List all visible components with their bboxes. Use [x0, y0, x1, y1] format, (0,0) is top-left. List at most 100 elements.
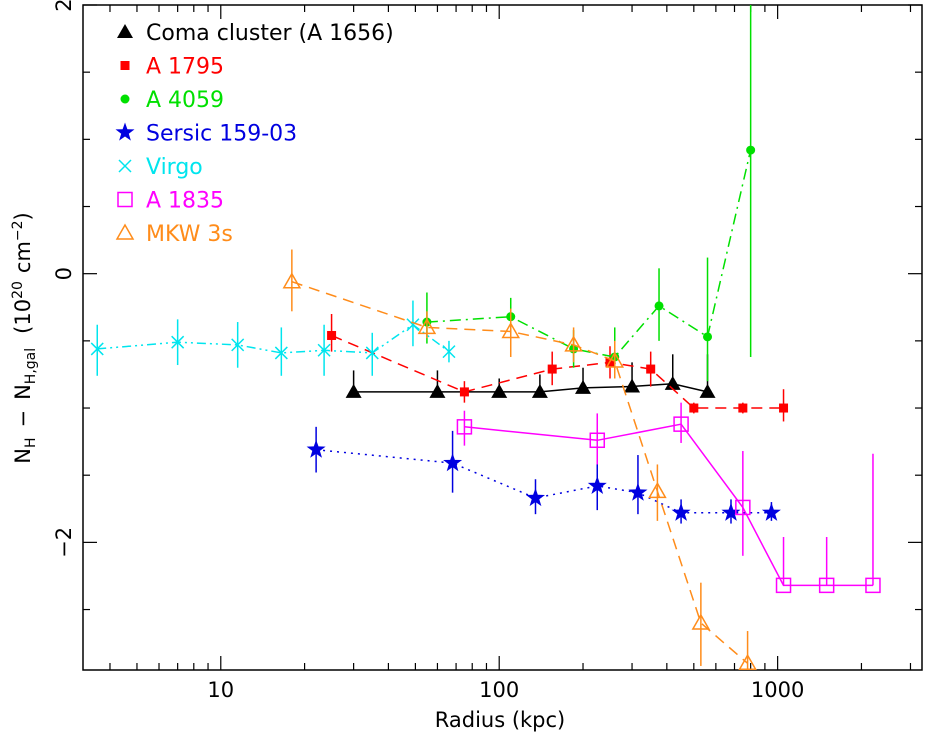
data-point-virgo [317, 343, 331, 357]
y-label-n2-sub: H,gal [23, 348, 39, 384]
data-point-virgo [406, 318, 420, 332]
data-point-a-1835 [456, 419, 473, 435]
axes-layer: 10 100 1000 −2 0 2 [52, 0, 923, 702]
x-axis-label: Radius (kpc) [435, 708, 566, 732]
data-point-virgo [231, 338, 245, 352]
data-point-sersic-159-03 [587, 475, 607, 494]
y-axis-label: NH−NH,gal(1020cm−2) [10, 212, 39, 464]
data-point-a-4059 [746, 145, 756, 155]
data-point-virgo [90, 342, 104, 356]
data-point-sersic-159-03 [671, 502, 691, 521]
legend-marker-coma-cluster-a-1656 [117, 24, 133, 38]
legend-label-a-4059: A 4059 [146, 88, 224, 113]
legend-marker-a-4059 [120, 94, 130, 104]
y-tick-label: 2 [52, 0, 76, 12]
data-point-coma-cluster-a-1656 [575, 379, 592, 394]
y-label-exp1: 20 [10, 281, 26, 299]
data-point-coma-cluster-a-1656 [624, 378, 641, 393]
data-point-coma-cluster-a-1656 [491, 383, 508, 398]
y-label-minus: − [11, 410, 35, 428]
data-point-sersic-159-03 [306, 439, 326, 458]
data-point-virgo [442, 345, 456, 359]
data-point-sersic-159-03 [761, 502, 781, 521]
series-line-a-1795 [331, 334, 784, 409]
data-point-a-1835 [735, 499, 751, 516]
x-tick-label: 10 [207, 678, 234, 702]
legend-marker-virgo [118, 159, 132, 173]
data-point-a-1835 [589, 432, 606, 449]
data-point-a-1795 [459, 387, 469, 397]
data-point-mkw-3s [564, 335, 583, 352]
series-virgo [90, 300, 456, 376]
legend-marker-a-1835 [117, 191, 133, 208]
series-a-1835 [456, 402, 881, 594]
data-point-a-4059 [703, 332, 713, 342]
series-a-1795 [327, 313, 789, 422]
series-line-coma-cluster-a-1656 [353, 383, 708, 393]
data-point-coma-cluster-a-1656 [429, 383, 446, 398]
data-point-a-1835 [865, 577, 881, 594]
series-sersic-159-03 [306, 426, 781, 524]
y-label-n2: N [11, 384, 35, 400]
data-point-a-1795 [689, 403, 699, 413]
legend-marker-mkw-3s [115, 223, 135, 240]
data-point-virgo [171, 335, 185, 349]
data-point-mkw-3s [738, 653, 757, 671]
series-line-mkw-3s [291, 280, 749, 664]
y-tick-label: −2 [52, 527, 76, 558]
legend-label-mkw-3s: MKW 3s [146, 222, 233, 247]
data-point-sersic-159-03 [721, 502, 741, 521]
series-line-a-4059 [426, 149, 752, 358]
series-line-virgo [97, 323, 450, 354]
legend-label-a-1795: A 1795 [146, 55, 224, 80]
series-a-4059 [422, 5, 756, 382]
data-point-a-1835 [775, 577, 792, 594]
y-tick-label: 0 [52, 267, 76, 280]
data-point-a-1835 [673, 416, 689, 432]
data-layer [90, 5, 881, 671]
data-point-a-1795 [547, 364, 557, 374]
legend-label-a-1835: A 1835 [146, 189, 224, 214]
data-point-coma-cluster-a-1656 [699, 383, 716, 398]
data-point-sersic-159-03 [628, 482, 648, 501]
plot-frame [82, 4, 923, 671]
data-point-sersic-159-03 [443, 453, 463, 472]
data-point-a-1795 [327, 330, 337, 340]
data-point-mkw-3s [691, 613, 711, 630]
y-label-open: (10 [11, 299, 35, 334]
data-point-a-1835 [818, 577, 835, 594]
data-point-sersic-159-03 [526, 488, 545, 507]
series-line-sersic-159-03 [316, 448, 772, 514]
data-point-a-1795 [738, 403, 748, 413]
y-label-exp2: −2 [10, 220, 26, 241]
data-point-mkw-3s [605, 351, 625, 368]
legend-marker-a-1795 [120, 61, 130, 70]
y-label-n1: N [11, 448, 35, 464]
x-tick-label: 100 [479, 678, 519, 702]
legend-label-virgo: Virgo [146, 155, 203, 180]
data-point-mkw-3s [417, 317, 437, 335]
legend-label-sersic-159-03: Sersic 159-03 [146, 122, 297, 147]
x-tick-label: 1000 [751, 678, 804, 702]
series-line-a-1835 [464, 423, 873, 587]
data-point-virgo [274, 346, 288, 360]
data-point-virgo [365, 346, 379, 360]
legend-label-coma-cluster-a-1656: Coma cluster (A 1656) [146, 21, 394, 46]
legend-marker-sersic-159-03 [115, 122, 135, 141]
data-point-a-4059 [654, 301, 664, 311]
data-point-mkw-3s [501, 321, 521, 339]
data-point-coma-cluster-a-1656 [345, 383, 362, 398]
data-point-a-1795 [646, 364, 656, 374]
data-point-coma-cluster-a-1656 [531, 383, 548, 398]
legend: Coma cluster (A 1656) A 1795 A 4059 Sersic … [115, 21, 394, 247]
data-point-mkw-3s [282, 272, 302, 289]
data-point-coma-cluster-a-1656 [664, 375, 681, 390]
data-point-a-1795 [779, 403, 789, 413]
series-coma-cluster-a-1656 [345, 354, 716, 398]
data-point-mkw-3s [648, 481, 667, 499]
y-label-close: ) [11, 212, 35, 220]
series-mkw-3s [282, 249, 757, 671]
y-label-n1-sub: H [23, 438, 39, 449]
